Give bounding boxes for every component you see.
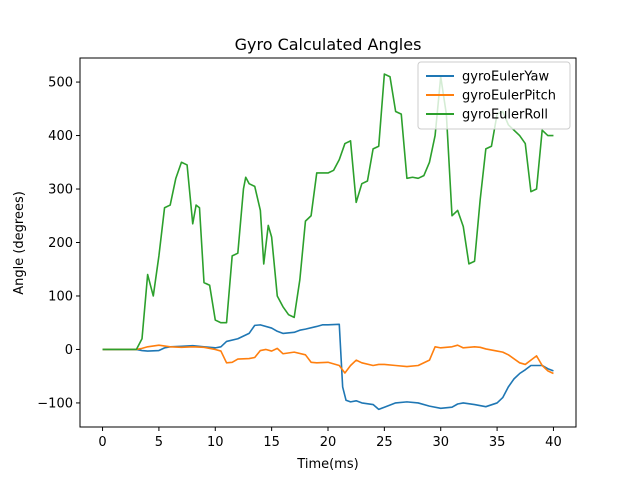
x-axis-ticks: 0 5 10 15 20 25 30 35 40 [98, 427, 562, 450]
plot-lines [102, 73, 554, 411]
x-tick-label: 40 [545, 435, 562, 450]
x-axis-label: Time(ms) [296, 457, 358, 472]
x-tick-label: 20 [320, 435, 337, 450]
y-axis-label: Angle (degrees) [12, 191, 27, 295]
x-tick-label: 15 [263, 435, 280, 450]
legend: gyroEulerYaw gyroEulerPitch gyroEulerRoll [417, 61, 571, 130]
legend-entry: gyroEulerYaw [462, 70, 549, 85]
y-axis-ticks: −100 0 100 200 300 400 500 [37, 76, 80, 411]
series-line-gyroEulerRoll [102, 73, 554, 351]
y-tick-label: −100 [37, 396, 73, 411]
chart-title: Gyro Calculated Angles [235, 35, 422, 54]
x-tick-label: 30 [432, 435, 449, 450]
x-tick-label: 35 [489, 435, 506, 450]
y-tick-label: 0 [65, 343, 73, 358]
y-tick-label: 300 [48, 183, 73, 198]
x-tick-label: 10 [207, 435, 224, 450]
x-tick-label: 0 [98, 435, 106, 450]
y-tick-label: 200 [48, 236, 73, 251]
y-tick-label: 500 [48, 76, 73, 91]
x-tick-label: 25 [376, 435, 393, 450]
x-tick-label: 5 [155, 435, 163, 450]
y-tick-label: 400 [48, 129, 73, 144]
legend-box [417, 61, 571, 130]
series-line-gyroEulerYaw [102, 323, 554, 411]
series-line-gyroEulerPitch [102, 344, 554, 375]
y-tick-label: 100 [48, 289, 73, 304]
legend-entry: gyroEulerRoll [462, 108, 548, 123]
legend-entry: gyroEulerPitch [462, 89, 556, 104]
